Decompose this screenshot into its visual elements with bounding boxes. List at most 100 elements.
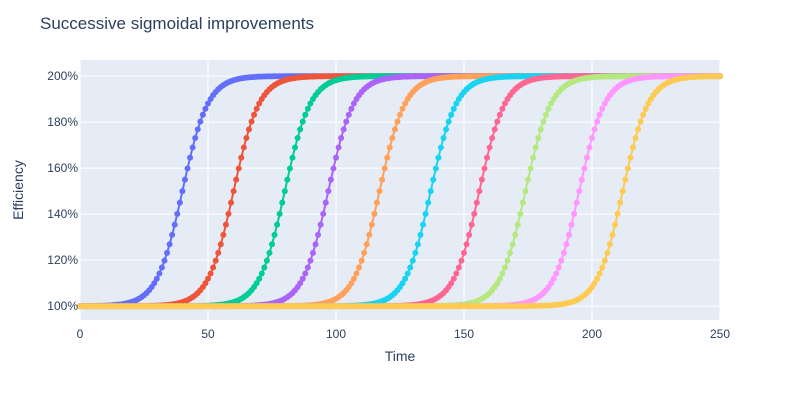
data-point bbox=[496, 275, 503, 282]
tick-labels: 0 50 100 150 200 250 100% 120% 140% 160% 180% 200% bbox=[47, 69, 730, 341]
data-point bbox=[251, 111, 258, 118]
data-point bbox=[494, 118, 501, 125]
data-point bbox=[194, 126, 201, 133]
data-point bbox=[453, 270, 460, 277]
data-point bbox=[448, 280, 455, 287]
data-point bbox=[215, 249, 222, 256]
data-point bbox=[315, 231, 322, 238]
data-point bbox=[233, 176, 240, 183]
data-point bbox=[394, 118, 401, 125]
data-point bbox=[256, 100, 263, 107]
data-point bbox=[640, 111, 647, 118]
data-point bbox=[281, 188, 288, 195]
data-point bbox=[350, 100, 357, 107]
data-point bbox=[627, 154, 634, 161]
y-tick-label: 200% bbox=[47, 69, 78, 83]
data-point bbox=[181, 176, 188, 183]
data-point bbox=[274, 221, 281, 228]
data-point bbox=[425, 199, 432, 206]
data-point bbox=[279, 199, 286, 206]
data-point bbox=[514, 221, 521, 228]
data-point bbox=[297, 280, 304, 287]
data-point bbox=[586, 144, 593, 151]
x-tick-label: 100 bbox=[326, 327, 346, 341]
data-point bbox=[353, 270, 360, 277]
data-point bbox=[420, 221, 427, 228]
data-point bbox=[348, 105, 355, 112]
data-point bbox=[384, 154, 391, 161]
x-tick-label: 0 bbox=[77, 327, 84, 341]
data-point bbox=[225, 210, 232, 217]
data-point bbox=[309, 249, 316, 256]
data-point bbox=[289, 154, 296, 161]
data-point bbox=[589, 134, 595, 141]
data-point bbox=[230, 188, 237, 195]
data-point bbox=[484, 154, 491, 161]
data-point bbox=[614, 210, 621, 217]
data-point bbox=[238, 154, 245, 161]
data-point bbox=[422, 210, 429, 217]
data-point bbox=[478, 176, 485, 183]
data-point bbox=[345, 111, 352, 118]
data-point bbox=[532, 144, 539, 151]
data-point bbox=[286, 165, 293, 172]
data-point bbox=[542, 111, 549, 118]
data-point bbox=[402, 100, 409, 107]
data-point bbox=[432, 165, 439, 172]
data-point bbox=[453, 100, 460, 107]
data-point bbox=[187, 154, 194, 161]
data-point bbox=[540, 118, 547, 125]
data-point bbox=[632, 134, 639, 141]
data-point bbox=[228, 199, 235, 206]
x-tick-label: 150 bbox=[454, 327, 474, 341]
data-point bbox=[494, 280, 501, 287]
data-point bbox=[427, 188, 434, 195]
data-point bbox=[179, 188, 186, 195]
data-point bbox=[548, 100, 555, 107]
data-point bbox=[164, 249, 171, 256]
data-point bbox=[573, 199, 580, 206]
data-point bbox=[555, 264, 562, 271]
data-point bbox=[407, 264, 414, 271]
x-axis-title: Time bbox=[385, 348, 416, 364]
data-point bbox=[381, 165, 388, 172]
data-point bbox=[399, 105, 406, 112]
data-point bbox=[205, 275, 211, 282]
data-point bbox=[435, 154, 442, 161]
data-point bbox=[389, 134, 396, 141]
x-tick-label: 50 bbox=[201, 327, 215, 341]
data-point bbox=[266, 249, 273, 256]
data-point bbox=[240, 144, 247, 151]
data-point bbox=[558, 257, 565, 264]
data-point bbox=[461, 249, 467, 256]
y-tick-label: 180% bbox=[47, 115, 78, 129]
data-point bbox=[507, 249, 514, 256]
data-point bbox=[550, 275, 557, 282]
data-point bbox=[519, 199, 526, 206]
data-point bbox=[443, 126, 450, 133]
data-point bbox=[379, 176, 386, 183]
data-point bbox=[256, 275, 263, 282]
data-point bbox=[440, 134, 447, 141]
data-point bbox=[624, 165, 631, 172]
data-point bbox=[591, 126, 598, 133]
data-point bbox=[335, 144, 342, 151]
data-point bbox=[448, 111, 455, 118]
y-axis-title: Efficiency bbox=[10, 160, 26, 220]
data-point bbox=[471, 210, 478, 217]
data-point bbox=[578, 176, 585, 183]
data-point bbox=[199, 111, 206, 118]
data-point bbox=[642, 105, 649, 112]
data-point bbox=[445, 118, 452, 125]
data-point bbox=[220, 231, 227, 238]
data-point bbox=[166, 241, 173, 248]
data-point bbox=[491, 126, 498, 133]
data-point bbox=[606, 241, 613, 248]
data-point bbox=[402, 275, 409, 282]
data-point bbox=[430, 176, 437, 183]
data-point bbox=[235, 165, 242, 172]
y-tick-label: 140% bbox=[47, 207, 78, 221]
data-point bbox=[171, 221, 178, 228]
data-point bbox=[619, 188, 626, 195]
